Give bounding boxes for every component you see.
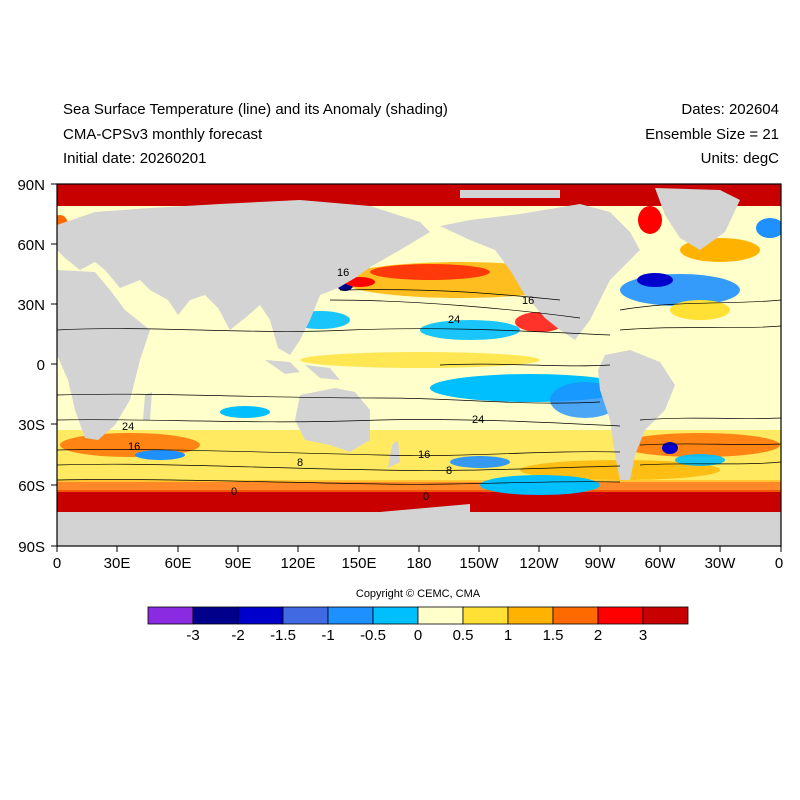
colorbar-swatch	[372, 606, 419, 625]
lon-label: 120W	[519, 555, 559, 572]
lat-label: 90S	[18, 539, 45, 556]
colorbar-label: -1.5	[270, 627, 296, 644]
colorbar-swatch	[417, 606, 464, 625]
axis-ticks	[51, 183, 782, 552]
contour-label: 0	[231, 486, 237, 498]
lat-label: 60S	[18, 478, 45, 495]
lon-label: 30W	[705, 555, 737, 572]
contour-label: 8	[297, 457, 303, 469]
contour-label: 16	[337, 267, 349, 279]
colorbar-swatch	[192, 606, 239, 625]
sst-contours	[57, 289, 781, 485]
lat-label: 0	[37, 357, 45, 374]
contour-label: 24	[472, 414, 484, 426]
initial-date: Initial date: 20260201	[63, 150, 207, 167]
colorbar-label: -3	[186, 627, 200, 644]
map-plot-area: 24 16 24 16 8 24 16 8 0 0 16	[57, 184, 781, 546]
forecast-dates: Dates: 202604	[681, 101, 779, 118]
colorbar-swatch	[282, 606, 329, 625]
colorbar-swatch	[597, 606, 644, 625]
colorbar	[147, 606, 689, 625]
lon-label: 30E	[104, 555, 131, 572]
ensemble-size: Ensemble Size = 21	[645, 126, 779, 143]
lat-labels: 90N 60N 30N 0 30S 60S 90S	[17, 177, 45, 556]
lon-label: 60W	[645, 555, 677, 572]
colorbar-label: 1	[503, 627, 513, 644]
contour-label: 24	[122, 421, 134, 433]
contour-label: 0	[423, 491, 429, 503]
colorbar-label: -1	[321, 627, 335, 644]
map-title: Sea Surface Temperature (line) and its A…	[63, 101, 448, 118]
land-masses	[57, 188, 781, 546]
copyright-text: Copyright © CEMC, CMA	[355, 588, 481, 600]
colorbar-label: 3	[638, 627, 648, 644]
colorbar-label: 1.5	[542, 627, 564, 644]
contour-label: 16	[522, 295, 534, 307]
contour-label: 24	[448, 314, 460, 326]
lon-label: 150E	[341, 555, 376, 572]
lon-labels: 0 30E 60E 90E 120E 150E 180 150W 120W 90…	[53, 555, 783, 572]
lon-label: 180	[406, 555, 431, 572]
colorbar-swatch	[507, 606, 554, 625]
contour-label: 16	[418, 449, 430, 461]
contour-label: 16	[128, 441, 140, 453]
units-label: Units: degC	[700, 150, 779, 167]
lon-label: 0	[775, 555, 783, 572]
colorbar-swatch	[147, 606, 194, 625]
colorbar-label: 2	[593, 627, 603, 644]
lat-label: 90N	[17, 177, 45, 194]
lon-label: 150W	[459, 555, 499, 572]
lon-label: 60E	[165, 555, 192, 572]
colorbar-label: -2	[231, 627, 245, 644]
colorbar-swatch	[462, 606, 509, 625]
lon-label: 90W	[585, 555, 617, 572]
lat-label: 60N	[17, 237, 45, 254]
lon-label: 0	[53, 555, 61, 572]
contour-labels: 24 16 24 16 8 24 16 8 0 0 16	[122, 267, 534, 503]
colorbar-label: 0	[413, 627, 423, 644]
colorbar-swatch	[327, 606, 374, 625]
colorbar-swatch	[552, 606, 599, 625]
lon-label: 120E	[280, 555, 315, 572]
colorbar-label: -0.5	[360, 627, 386, 644]
lat-label: 30N	[17, 297, 45, 314]
colorbar-swatch	[237, 606, 284, 625]
colorbar-label: 0.5	[452, 627, 474, 644]
model-subtitle: CMA-CPSv3 monthly forecast	[63, 126, 263, 143]
contour-label: 8	[446, 465, 452, 477]
lat-label: 30S	[18, 417, 45, 434]
lon-label: 90E	[225, 555, 252, 572]
colorbar-swatch	[642, 606, 689, 625]
